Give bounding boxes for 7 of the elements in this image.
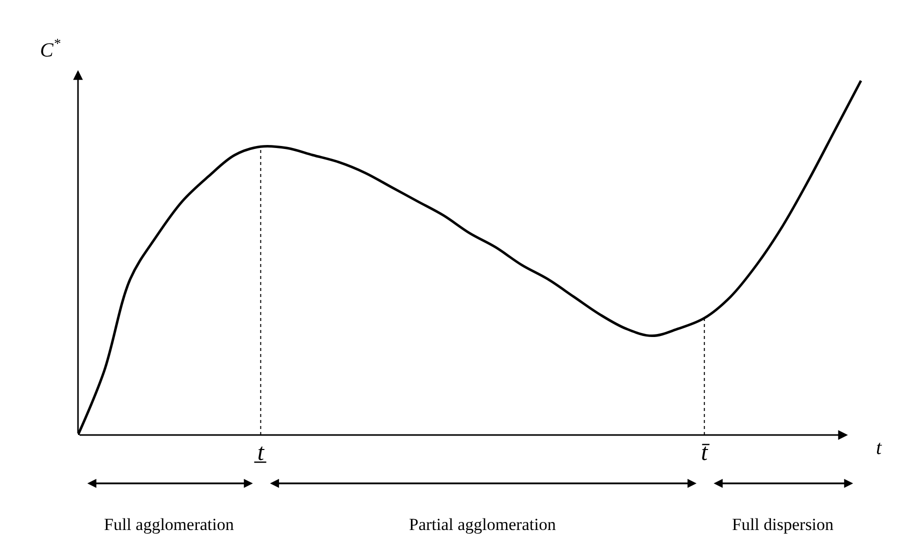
x-tick-label: t̄ <box>701 440 710 466</box>
y-axis-title: C$^{*}$ <box>40 37 60 62</box>
x-axis-title: t <box>876 437 882 459</box>
text: Partial agglomeration <box>409 515 556 534</box>
text: Full agglomeration <box>104 515 234 534</box>
x-tick-label: t̲ <box>254 440 267 466</box>
text: Full dispersion <box>732 515 834 534</box>
